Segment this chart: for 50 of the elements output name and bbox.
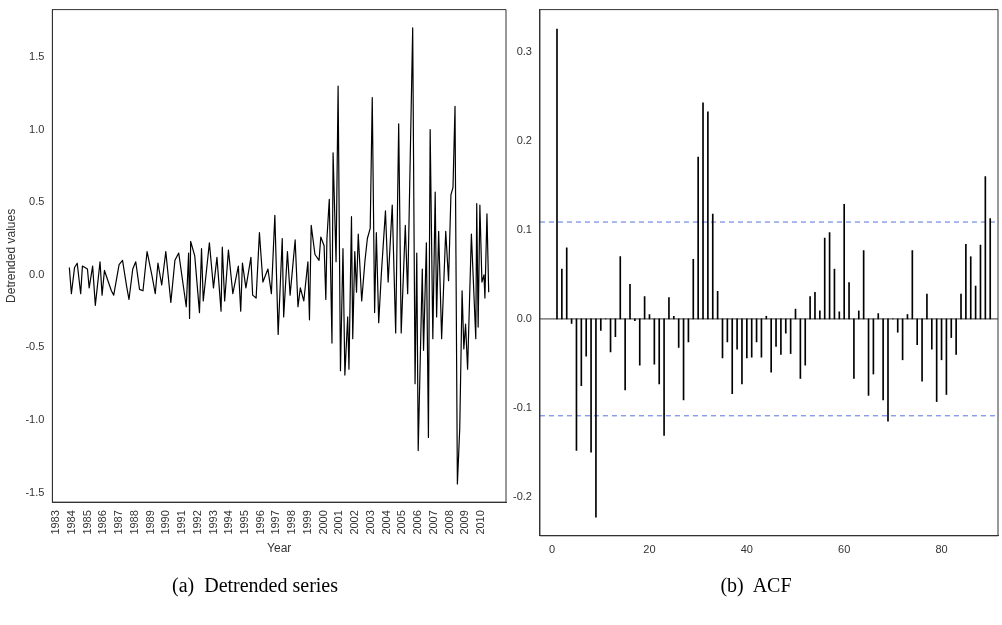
x-tick-label: 2004 [379,510,392,535]
y-tick-label: 0.0 [29,267,45,280]
text: (b) ACF [719,574,793,597]
y-tick-label: 1.5 [29,49,45,62]
x-tick-label: 60 [838,543,851,556]
y-tick-label: -0.5 [25,340,45,353]
y-tick-label: -0.1 [512,400,532,413]
x-tick-label: 2010 [474,510,487,535]
y-tick-label: 0.2 [516,134,532,147]
y-tick-label: 0.3 [516,45,532,58]
x-tick-label: 1993 [206,510,219,535]
x-tick-label: 1989 [143,510,156,535]
x-tick-label: 2000 [316,510,329,535]
y-tick-label: -1.5 [25,485,45,498]
y-tick-label: 1.0 [29,122,45,135]
x-tick-label: 1996 [253,510,266,535]
x-tick-label: 1998 [285,510,298,535]
x-axis-title: Year [267,541,292,556]
x-tick-label: 1990 [159,510,172,535]
y-tick-label: -1.0 [25,413,45,426]
x-tick-label: 2007 [426,510,439,535]
x-tick-label: 1997 [269,510,282,535]
x-tick-label: 1985 [80,510,93,535]
y-axis-title: Detrended values [3,208,18,303]
x-tick-label: 2009 [458,510,471,535]
x-tick-label: 1983 [49,510,62,535]
x-tick-label: 1995 [237,510,250,535]
x-tick-label: 2002 [348,510,361,535]
x-tick-label: 80 [935,543,948,556]
x-tick-label: 20 [643,543,656,556]
x-tick-label: 1991 [175,510,188,535]
x-tick-label: 2003 [363,510,376,535]
x-tick-label: 1999 [300,510,313,535]
x-tick-label: 2001 [332,510,345,535]
x-tick-label: 0 [549,543,556,556]
x-tick-label: 2008 [442,510,455,535]
y-tick-label: 0.5 [29,195,45,208]
x-tick-label: 2006 [411,510,424,535]
y-tick-label: 0.1 [516,223,532,236]
y-tick-label: 0.0 [516,311,532,324]
x-tick-label: 1987 [112,510,125,535]
text: (a) Detrended series [171,574,339,597]
x-tick-label: 1994 [222,510,235,535]
x-tick-label: 1992 [190,510,203,535]
x-tick-label: 2005 [395,510,408,535]
x-tick-label: 1988 [127,510,140,535]
x-tick-label: 40 [740,543,753,556]
x-tick-label: 1986 [96,510,109,535]
y-tick-label: -0.2 [512,489,532,502]
x-tick-label: 1984 [64,510,77,535]
